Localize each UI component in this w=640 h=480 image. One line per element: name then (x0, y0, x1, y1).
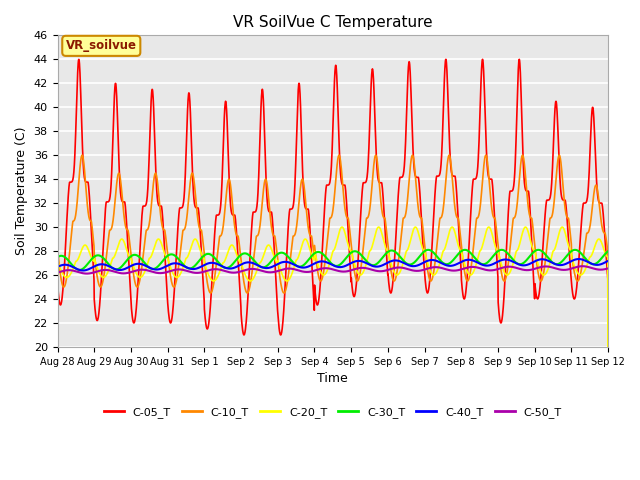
C-05_T (207, 294, 215, 300)
Line: C-50_T: C-50_T (58, 266, 608, 274)
C-30_T (556, 260, 564, 266)
C-10_T (556, 153, 563, 158)
C-20_T (207, 276, 215, 282)
Line: C-40_T: C-40_T (58, 259, 608, 271)
C-10_T (361, 230, 369, 236)
C-40_T (571, 257, 579, 263)
C-10_T (571, 272, 579, 278)
C-05_T (493, 258, 500, 264)
C-30_T (349, 249, 356, 254)
C-40_T (79, 268, 87, 274)
C-50_T (83, 271, 91, 276)
C-30_T (54, 254, 61, 260)
C-05_T (54, 280, 61, 286)
C-30_T (76, 267, 83, 273)
C-10_T (207, 290, 215, 296)
Y-axis label: Soil Temperature (C): Soil Temperature (C) (15, 127, 28, 255)
C-40_T (556, 262, 563, 268)
C-30_T (572, 247, 579, 253)
C-40_T (575, 256, 582, 262)
C-50_T (579, 264, 586, 269)
Line: C-20_T: C-20_T (58, 227, 608, 480)
C-20_T (349, 254, 356, 260)
C-50_T (556, 266, 563, 272)
X-axis label: Time: Time (317, 372, 348, 385)
C-50_T (493, 266, 500, 272)
C-30_T (361, 256, 369, 262)
C-20_T (361, 266, 369, 272)
C-40_T (604, 258, 612, 264)
C-30_T (424, 247, 432, 253)
C-40_T (361, 260, 369, 265)
C-20_T (571, 264, 579, 270)
C-20_T (558, 224, 566, 230)
C-30_T (493, 249, 501, 255)
C-20_T (54, 258, 61, 264)
C-05_T (442, 57, 450, 62)
Line: C-10_T: C-10_T (58, 155, 608, 480)
Line: C-05_T: C-05_T (58, 60, 608, 480)
C-10_T (349, 257, 356, 263)
C-30_T (604, 248, 612, 254)
C-10_T (54, 246, 61, 252)
C-40_T (349, 259, 356, 265)
C-40_T (207, 260, 215, 266)
Line: C-30_T: C-30_T (58, 250, 608, 270)
C-05_T (349, 288, 356, 294)
C-05_T (556, 169, 563, 175)
C-50_T (571, 264, 579, 270)
C-50_T (54, 270, 61, 276)
C-05_T (571, 295, 579, 301)
C-40_T (493, 259, 500, 265)
C-50_T (349, 267, 356, 273)
C-05_T (361, 180, 369, 186)
Legend: C-05_T, C-10_T, C-20_T, C-30_T, C-40_T, C-50_T: C-05_T, C-10_T, C-20_T, C-30_T, C-40_T, … (99, 402, 566, 422)
C-40_T (54, 264, 61, 270)
Text: VR_soilvue: VR_soilvue (66, 39, 137, 52)
C-50_T (207, 267, 215, 273)
C-50_T (604, 265, 612, 271)
C-10_T (335, 152, 343, 158)
C-30_T (207, 252, 215, 258)
C-10_T (493, 231, 500, 237)
C-50_T (361, 265, 369, 271)
Title: VR SoilVue C Temperature: VR SoilVue C Temperature (233, 15, 433, 30)
C-20_T (493, 247, 500, 252)
C-20_T (556, 229, 563, 235)
